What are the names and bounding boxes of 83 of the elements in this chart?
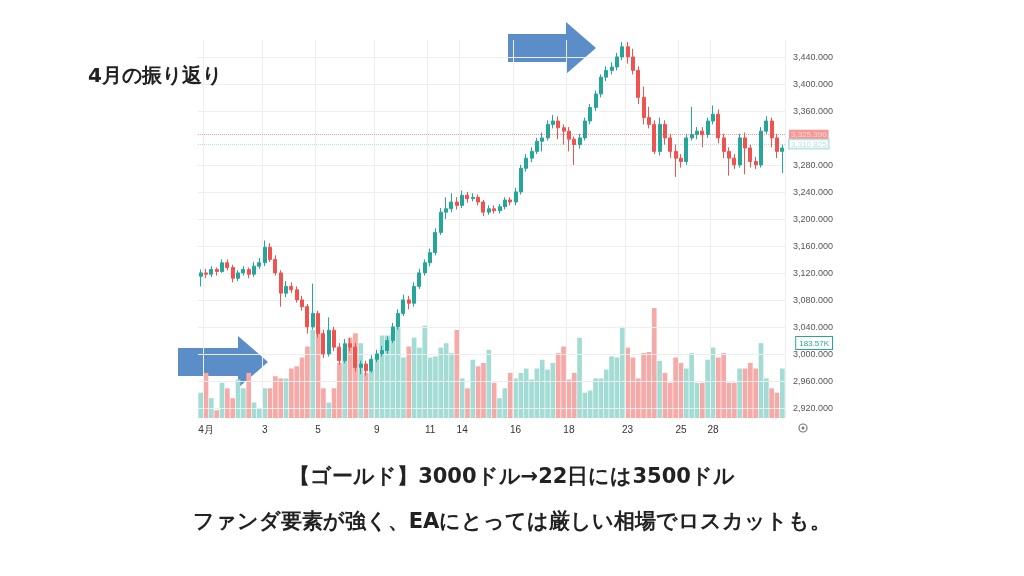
candlestick	[311, 283, 315, 331]
candlestick	[460, 190, 464, 209]
candlestick	[716, 109, 720, 144]
y-tick-label: 3,240.000	[793, 186, 834, 197]
text: 【ゴールド】3000ドル→22日には3500ドル	[288, 463, 736, 490]
bar	[619, 326, 625, 418]
bar	[326, 402, 332, 418]
candlestick	[199, 269, 203, 287]
bar	[310, 330, 316, 418]
candlestick	[700, 126, 704, 148]
x-tick-label: 11	[424, 423, 436, 435]
y-tick-label: 3,040.000	[793, 321, 834, 332]
candlestick	[492, 204, 496, 214]
bar	[486, 349, 492, 418]
candlestick	[471, 192, 475, 202]
candlestick	[407, 295, 411, 310]
candlestick	[289, 281, 293, 294]
y-tick-label: 3,000.000	[793, 348, 834, 359]
y-tick-label: 3,400.000	[793, 78, 834, 89]
candlestick	[220, 258, 224, 274]
bar	[779, 368, 785, 418]
candlestick	[465, 191, 469, 204]
candlestick	[780, 144, 784, 174]
bar	[208, 398, 214, 418]
bar	[507, 372, 513, 418]
candlestick	[247, 266, 251, 279]
bar	[246, 372, 252, 418]
bar	[737, 368, 742, 418]
bar	[571, 372, 577, 418]
candlestick	[225, 258, 229, 271]
bar	[657, 360, 662, 418]
x-tick-label: 4月	[198, 423, 214, 435]
candlestick	[263, 239, 267, 267]
bar	[491, 382, 497, 418]
x-tick-label: 25	[675, 423, 687, 435]
candlestick	[209, 265, 213, 278]
x-tick-label: 14	[456, 423, 469, 435]
bar	[651, 308, 657, 418]
candlestick	[359, 360, 363, 375]
y-tick-label: 2,920.000	[793, 402, 834, 413]
y-tick-label: 3,080.000	[793, 294, 834, 305]
candlestick	[556, 115, 560, 140]
x-tick-label: 3	[261, 423, 268, 435]
bar	[214, 410, 220, 418]
bar	[465, 388, 470, 418]
candlestick	[508, 196, 512, 206]
bar	[406, 346, 412, 418]
bar	[198, 392, 204, 418]
ref-line-label: 3,310.825	[791, 139, 828, 149]
candlestick	[215, 266, 219, 277]
x-tick-label: 5	[315, 423, 322, 435]
y-tick-label: 3,120.000	[793, 267, 834, 278]
bar	[454, 330, 460, 418]
candlestick	[658, 117, 662, 156]
x-tick-label: 28	[707, 423, 719, 435]
candlestick	[684, 133, 688, 166]
candlestick	[204, 268, 208, 279]
y-tick-label: 3,440.000	[793, 51, 834, 62]
bar	[731, 382, 737, 418]
text: 183.57K	[799, 338, 830, 348]
candlestick	[754, 156, 758, 170]
candlestick	[279, 269, 283, 308]
y-tick-label: 3,280.000	[793, 159, 834, 170]
x-tick-label: 23	[622, 423, 634, 435]
x-tick-label: 9	[373, 423, 380, 435]
candlestick	[284, 280, 288, 298]
text: ファンダ要素が強く、EAにとっては厳しい相場でロスカットも。	[191, 508, 833, 535]
y-tick-label: 3,160.000	[793, 240, 834, 251]
y-tick-label: 2,960.000	[793, 375, 834, 386]
bar	[358, 343, 364, 418]
y-tick-label: 3,360.000	[793, 105, 834, 116]
candlestick	[327, 316, 331, 358]
bar	[470, 359, 476, 418]
candlestick	[455, 196, 459, 210]
x-tick-label: 18	[563, 423, 575, 435]
bar	[769, 388, 775, 418]
bar	[699, 382, 705, 418]
x-tick-label: 16	[509, 423, 522, 435]
candlestick	[738, 133, 742, 169]
y-tick-label: 3,200.000	[793, 213, 834, 224]
candlestick	[487, 204, 491, 216]
text: 4月の振り返り	[88, 62, 222, 89]
candlestick	[231, 264, 235, 283]
